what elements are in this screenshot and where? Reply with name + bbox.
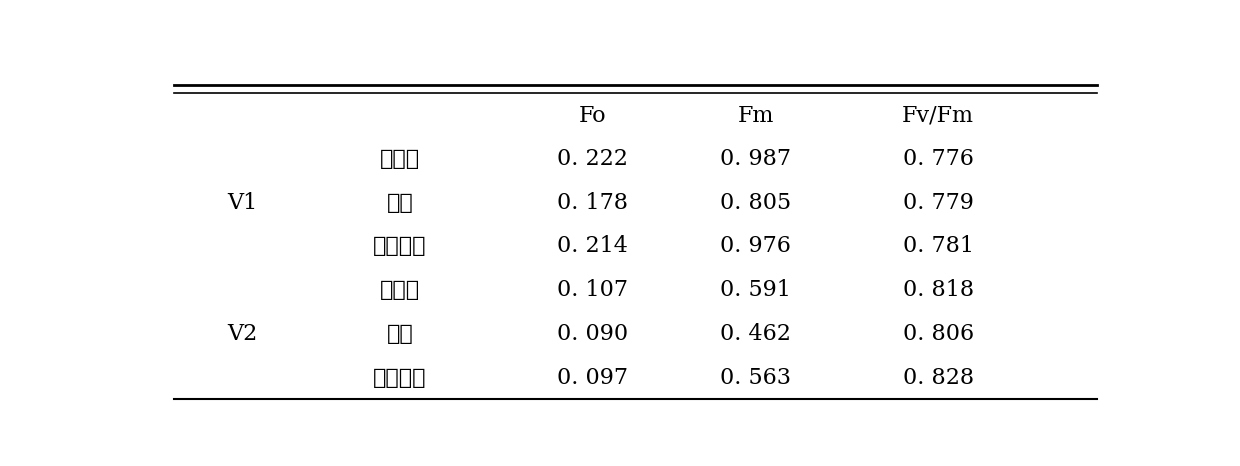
Text: 锡箔纸: 锡箔纸 — [379, 148, 420, 170]
Text: 0. 222: 0. 222 — [557, 148, 627, 170]
Text: 0. 563: 0. 563 — [720, 367, 791, 389]
Text: 0. 781: 0. 781 — [903, 235, 973, 257]
Text: 0. 805: 0. 805 — [720, 192, 791, 213]
Text: 0. 818: 0. 818 — [903, 279, 973, 301]
Text: 锡箔纸: 锡箔纸 — [379, 279, 420, 301]
Text: Fo: Fo — [578, 105, 606, 127]
Text: Fv/Fm: Fv/Fm — [903, 105, 975, 127]
Text: 叶夹: 叶夹 — [387, 192, 413, 213]
Text: 0. 107: 0. 107 — [557, 279, 627, 301]
Text: 完全遗光: 完全遗光 — [373, 367, 427, 389]
Text: 0. 214: 0. 214 — [557, 235, 627, 257]
Text: 叶夹: 叶夹 — [387, 323, 413, 345]
Text: V2: V2 — [227, 323, 258, 345]
Text: 0. 090: 0. 090 — [557, 323, 627, 345]
Text: 0. 828: 0. 828 — [903, 367, 973, 389]
Text: 0. 178: 0. 178 — [557, 192, 627, 213]
Text: 0. 591: 0. 591 — [720, 279, 791, 301]
Text: 完全遗光: 完全遗光 — [373, 235, 427, 257]
Text: 0. 776: 0. 776 — [903, 148, 973, 170]
Text: 0. 806: 0. 806 — [903, 323, 973, 345]
Text: 0. 987: 0. 987 — [720, 148, 791, 170]
Text: 0. 097: 0. 097 — [557, 367, 627, 389]
Text: 0. 779: 0. 779 — [903, 192, 973, 213]
Text: Fm: Fm — [738, 105, 774, 127]
Text: V1: V1 — [227, 192, 258, 213]
Text: 0. 976: 0. 976 — [720, 235, 791, 257]
Text: 0. 462: 0. 462 — [720, 323, 791, 345]
